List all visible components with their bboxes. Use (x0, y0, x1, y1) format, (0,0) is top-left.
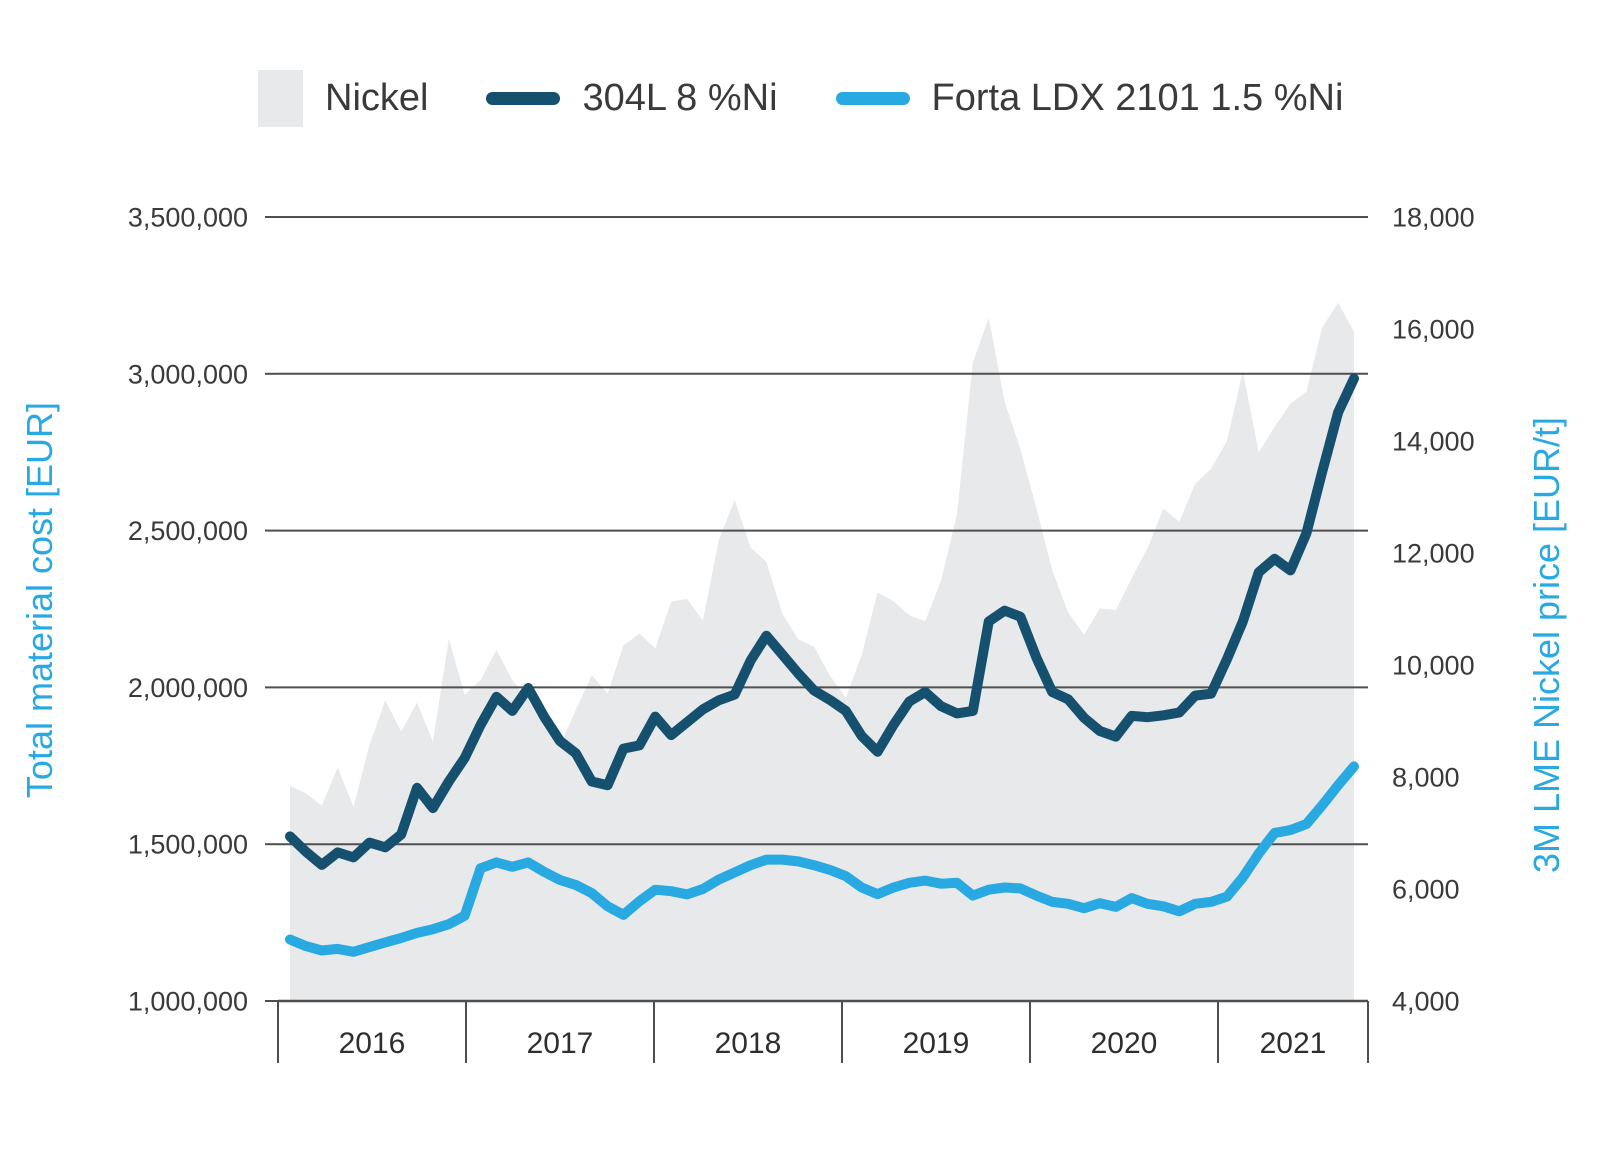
x-axis-year-label: 2017 (527, 1027, 594, 1060)
forta-line-swatch (835, 92, 910, 105)
x-axis-year-label: 2021 (1260, 1027, 1327, 1060)
x-axis-year-label: 2018 (715, 1027, 782, 1060)
right-axis-title: 3M LME Nickel price [EUR/t] (1526, 416, 1567, 874)
legend-label-forta: Forta LDX 2101 1.5 %Ni (931, 77, 1344, 119)
left-axis-title: Total material cost [EUR] (19, 401, 60, 799)
right-axis-tick-label: 10,000 (1392, 651, 1475, 681)
left-axis-tick-label: 3,500,000 (128, 203, 248, 233)
nickel-area (290, 302, 1354, 1001)
legend-item-nickel: Nickel (258, 70, 428, 127)
legend: Nickel 304L 8 %Ni Forta LDX 2101 1.5 %Ni (258, 70, 1343, 127)
right-axis-tick-label: 18,000 (1392, 203, 1475, 233)
left-axis-tick-label: 2,500,000 (128, 516, 248, 546)
right-axis-tick-label: 16,000 (1392, 315, 1475, 345)
right-axis-tick-label: 4,000 (1392, 987, 1460, 1017)
line-series-layer (285, 373, 1359, 957)
left-axis-tick-label: 1,000,000 (128, 987, 248, 1017)
right-axis-tick-label: 12,000 (1392, 539, 1475, 569)
right-axis-tick-label: 8,000 (1392, 763, 1460, 793)
x-axis-year-label: 2020 (1091, 1027, 1158, 1060)
legend-label-304l: 304L 8 %Ni (582, 77, 778, 119)
right-axis-tick-label: 6,000 (1392, 875, 1460, 905)
left-axis-tick-label: 2,000,000 (128, 673, 248, 703)
tick-label-layer: 1,000,000 1,500,000 2,000,000 2,500,000 3,00… (128, 203, 1475, 1061)
right-axis-tick-label: 14,000 (1392, 427, 1475, 457)
nickel-area-swatch (258, 70, 303, 127)
gridline-layer (278, 216, 1368, 846)
304l-line (285, 373, 1359, 870)
x-axis-year-label: 2016 (339, 1027, 406, 1060)
legend-item-forta: Forta LDX 2101 1.5 %Ni (835, 77, 1344, 120)
nickel-area-layer (290, 302, 1354, 1001)
x-axis-year-label: 2019 (903, 1027, 970, 1060)
x-axis-layer (265, 216, 1369, 1063)
left-axis-tick-label: 1,500,000 (128, 830, 248, 860)
forta-line (285, 761, 1359, 957)
304l-line-swatch (486, 92, 561, 105)
legend-label-nickel: Nickel (325, 77, 429, 119)
left-axis-tick-label: 3,000,000 (128, 359, 248, 389)
legend-item-304l: 304L 8 %Ni (486, 77, 778, 120)
